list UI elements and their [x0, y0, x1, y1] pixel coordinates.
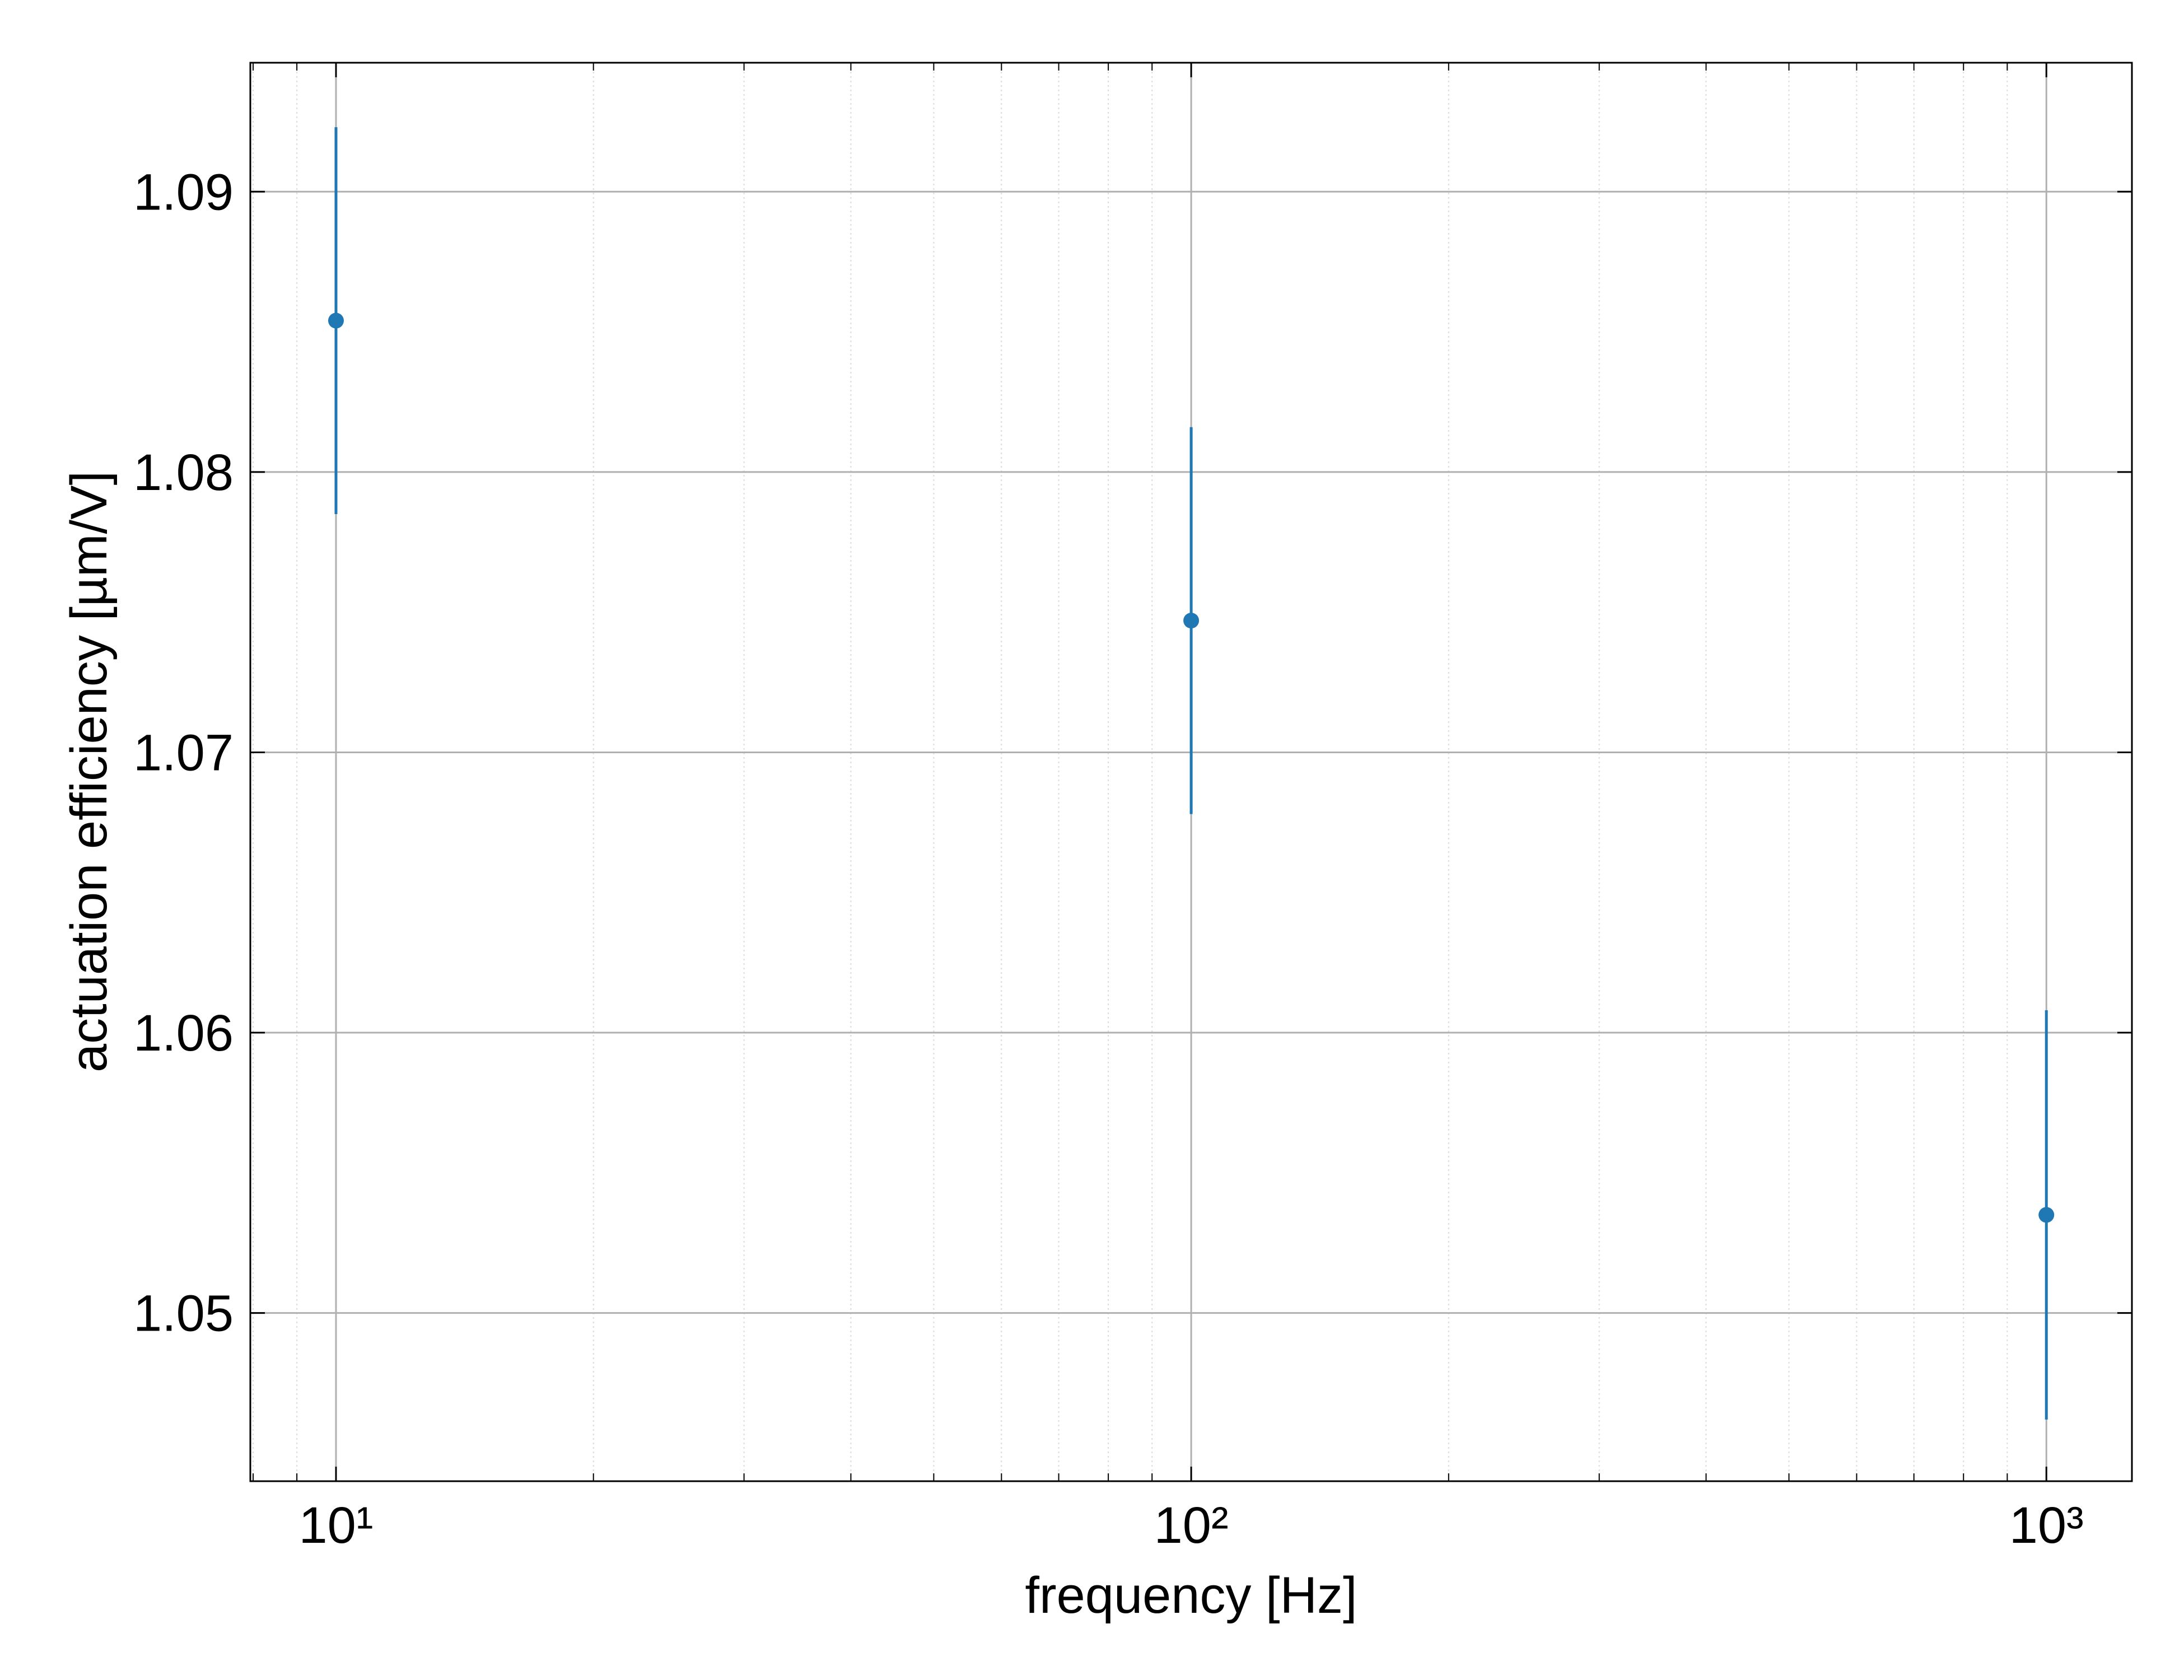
marks: [328, 127, 2055, 1420]
y-tick-label: 1.06: [133, 1005, 234, 1062]
y-tick-label: 1.08: [133, 444, 234, 501]
point: [1183, 613, 1200, 629]
x-tick-label: 10³: [2009, 1497, 2084, 1554]
x-axis-label: frequency [Hz]: [1025, 1567, 1357, 1624]
x-tick-label: 10¹: [299, 1497, 374, 1554]
grid: 10¹ 10² 10³ 1.05 1.06 1.07 1.08 1.09: [133, 63, 2132, 1554]
point: [328, 312, 344, 329]
x-tick-label: 10²: [1154, 1497, 1229, 1554]
axes-frame: [249, 62, 2133, 1482]
y-axis-label: actuation efficiency [µm/V]: [60, 471, 118, 1072]
y-tick-label: 1.07: [133, 724, 234, 781]
y-tick-label: 1.05: [133, 1285, 234, 1342]
point: [2038, 1207, 2055, 1223]
y-tick-label: 1.09: [133, 164, 234, 221]
